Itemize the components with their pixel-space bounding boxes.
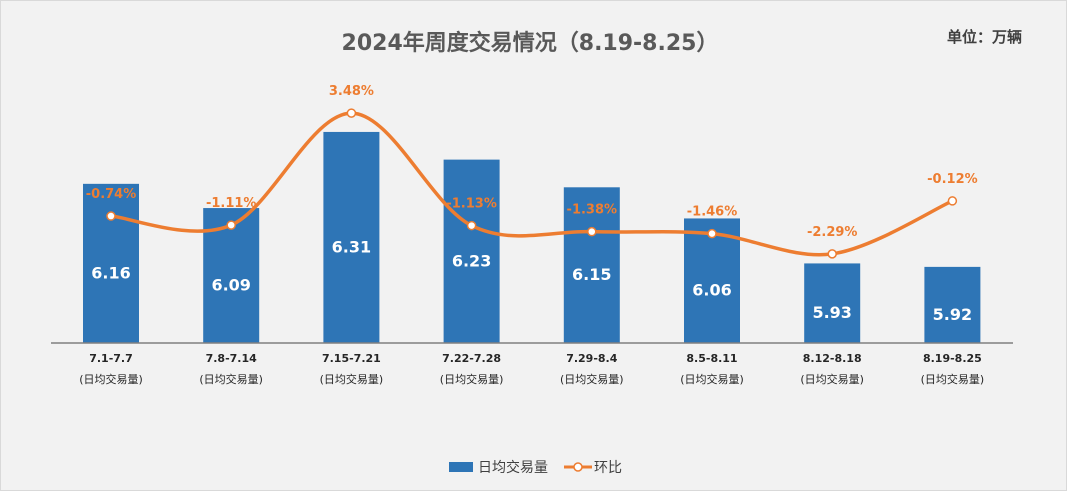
x-tick-label: (日均交易量): [921, 372, 985, 386]
x-tick-label: (日均交易量): [440, 372, 504, 386]
line-value-label: -0.12%: [927, 172, 978, 187]
line-point: [226, 220, 236, 230]
line-value-label: -1.13%: [446, 197, 497, 212]
legend-line-marker: [573, 462, 583, 472]
unit-label: 单位：万辆: [947, 28, 1022, 46]
line-value-label: -2.29%: [807, 225, 858, 240]
x-tick-label: 7.15-7.21: [322, 352, 381, 365]
legend: 日均交易量 环比: [449, 459, 622, 476]
line-point: [707, 228, 717, 239]
x-tick-label: 7.22-7.28: [442, 352, 501, 365]
bar: [83, 183, 139, 343]
x-tick-label: (日均交易量): [79, 372, 143, 386]
x-tick-label: (日均交易量): [680, 372, 744, 386]
bar-value-label: 6.16: [91, 263, 130, 282]
x-tick-label: (日均交易量): [560, 372, 624, 386]
line-point: [587, 226, 597, 237]
line-series: [110, 111, 954, 257]
bar: [924, 266, 981, 343]
bar-value-label: 6.09: [211, 276, 250, 295]
bar: [804, 263, 861, 343]
bar-value-label: 6.06: [692, 281, 731, 300]
bar: [563, 187, 620, 343]
line-point: [106, 211, 116, 221]
line-value-label: -1.46%: [687, 205, 738, 220]
bar-value-label: 6.23: [452, 251, 491, 270]
line-value-label: 3.48%: [329, 84, 374, 99]
x-tick-label: (日均交易量): [320, 372, 384, 386]
legend-line-label: 环比: [594, 460, 622, 476]
line-value-label: -0.74%: [86, 187, 137, 202]
line-point: [827, 249, 837, 259]
bar-value-label: 5.93: [812, 303, 851, 322]
line-point: [346, 108, 357, 118]
bar-value-label: 6.15: [572, 265, 611, 284]
bar-value-label: 5.92: [933, 305, 972, 324]
x-tick-label: 8.5-8.11: [686, 352, 737, 365]
x-tick-label: 7.29-8.4: [566, 352, 618, 365]
x-tick-label: 7.8-7.14: [206, 352, 258, 365]
x-tick-label: (日均交易量): [800, 372, 864, 386]
legend-bar-swatch: [449, 462, 473, 472]
bar: [323, 131, 380, 343]
bar: [684, 218, 740, 343]
legend-bar-label: 日均交易量: [478, 459, 548, 476]
line-point: [466, 220, 477, 231]
x-tick-label: 7.1-7.7: [89, 352, 133, 365]
bar: [443, 159, 500, 343]
x-tick-label: (日均交易量): [199, 372, 263, 386]
line-value-label: -1.38%: [567, 203, 618, 218]
x-tick-label: 8.12-8.18: [803, 352, 862, 365]
line-value-label: -1.11%: [206, 196, 257, 211]
chart-title: 2024年周度交易情况（8.19-8.25）: [342, 30, 719, 56]
line-point: [947, 196, 958, 206]
bar-value-label: 6.31: [332, 237, 371, 256]
x-tick-label: 8.19-8.25: [923, 352, 982, 365]
